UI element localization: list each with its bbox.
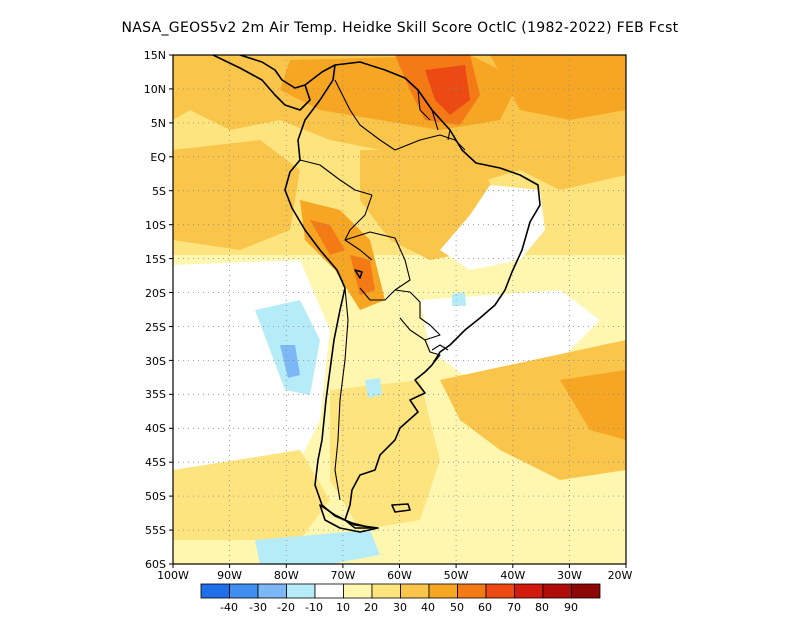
border-chile-argentina	[334, 287, 349, 501]
andes-core	[350, 255, 375, 295]
lon-label: 80W	[274, 569, 299, 582]
lon-label: 60W	[387, 569, 412, 582]
longitude-labels: 100W 90W 80W 70W 60W 50W 40W 30W 20W	[157, 569, 632, 582]
border-guianas	[417, 89, 451, 141]
colorbar-swatch	[485, 583, 515, 599]
lake-titicaca	[354, 269, 363, 279]
lat-label: 50S	[145, 490, 166, 503]
border-colombia-venezuela	[334, 79, 396, 151]
colorbar-label: 60	[478, 601, 492, 614]
argentina-negative	[365, 378, 382, 398]
south-atlantic-core	[560, 370, 626, 440]
colorbar-label: 30	[393, 601, 407, 614]
colorbar-label: -40	[220, 601, 238, 614]
colorbar-label: 90	[564, 601, 578, 614]
colorbar-label: 40	[421, 601, 435, 614]
brazil-east-white	[440, 185, 545, 270]
tick-marks	[169, 54, 627, 568]
lon-label: 50W	[444, 569, 469, 582]
colorbar-swatch	[229, 583, 259, 599]
lon-label: 40W	[500, 569, 525, 582]
tierra-del-fuego	[319, 504, 379, 533]
map-title: NASA_GEOS5v2 2m Air Temp. Heidke Skill S…	[121, 20, 679, 36]
colorbar-swatch	[371, 583, 401, 599]
lon-label: 30W	[557, 569, 582, 582]
central-america-north-coast	[239, 55, 306, 89]
falklands	[391, 503, 411, 513]
lon-label: 90W	[217, 569, 242, 582]
border-brazil-north	[394, 134, 466, 151]
colorbar-swatch	[514, 583, 544, 599]
lat-label: 15N	[144, 49, 166, 62]
pacific-east	[173, 140, 300, 250]
border-argentina-uruguay	[424, 339, 441, 366]
colorbar-swatch	[343, 583, 373, 599]
lat-label: EQ	[150, 151, 166, 164]
shaded-field	[173, 55, 626, 564]
lat-label: 40S	[145, 422, 166, 435]
colorbar-swatch	[286, 583, 316, 599]
colorbar-label: 20	[364, 601, 378, 614]
colorbar-swatch	[542, 583, 572, 599]
border-paraguay	[394, 289, 441, 341]
lon-label: 20W	[608, 569, 633, 582]
colorbar-swatch	[428, 583, 458, 599]
lon-label: 70W	[330, 569, 355, 582]
lat-label: 20S	[145, 287, 166, 300]
colorbar-label: -10	[305, 601, 323, 614]
caribbean-core	[425, 65, 470, 115]
colorbar-labels: -40 -30 -20 -10 10 20 30 40 50 60 70 80 …	[220, 601, 578, 614]
lat-label: 25S	[145, 321, 166, 334]
colorbar-label: 50	[450, 601, 464, 614]
central-america-coast	[212, 55, 336, 111]
south-america-outline	[284, 61, 541, 529]
colorbar-label: 10	[336, 601, 350, 614]
brazil-negative	[452, 292, 466, 306]
patagonia-band	[330, 380, 440, 530]
lat-label: 15S	[145, 253, 166, 266]
colorbar-swatch	[257, 583, 287, 599]
grid-lines	[173, 55, 626, 564]
colorbar-label: -30	[249, 601, 267, 614]
border-uruguay-brazil	[431, 344, 449, 351]
lat-label: 10N	[144, 83, 166, 96]
colorbar-swatch	[400, 583, 430, 599]
colorbar-swatch	[457, 583, 487, 599]
lon-label: 100W	[157, 569, 189, 582]
lat-label: 45S	[145, 456, 166, 469]
border-colombia-ecuador-peru	[299, 159, 373, 196]
lat-label: 5S	[152, 185, 166, 198]
lat-label: 55S	[145, 524, 166, 537]
latitude-labels: 15N 10N 5N EQ 5S 10S 15S 20S 25S 30S 35S…	[144, 49, 167, 571]
south-atlantic-band	[440, 340, 626, 480]
colorbar-swatch	[200, 583, 230, 599]
southern-pacific-band	[173, 450, 330, 540]
peru-core	[310, 220, 345, 255]
border-peru-brazil	[344, 194, 373, 261]
atlantic-north	[490, 55, 626, 120]
colorbar-swatch	[571, 583, 601, 599]
lat-label: 30S	[145, 355, 166, 368]
border-bolivia	[344, 231, 411, 301]
coastlines	[212, 55, 541, 533]
lat-label: 10S	[145, 219, 166, 232]
colorbar-label: -20	[277, 601, 295, 614]
colorbar-label: 80	[535, 601, 549, 614]
pacific-negative-core	[280, 345, 300, 378]
lat-label: 60S	[145, 558, 166, 571]
lat-label: 35S	[145, 388, 166, 401]
colorbar-label: 70	[507, 601, 521, 614]
lat-label: 5N	[151, 117, 166, 130]
colorbar	[200, 583, 601, 599]
colorbar-swatch	[314, 583, 344, 599]
country-borders	[299, 79, 466, 501]
